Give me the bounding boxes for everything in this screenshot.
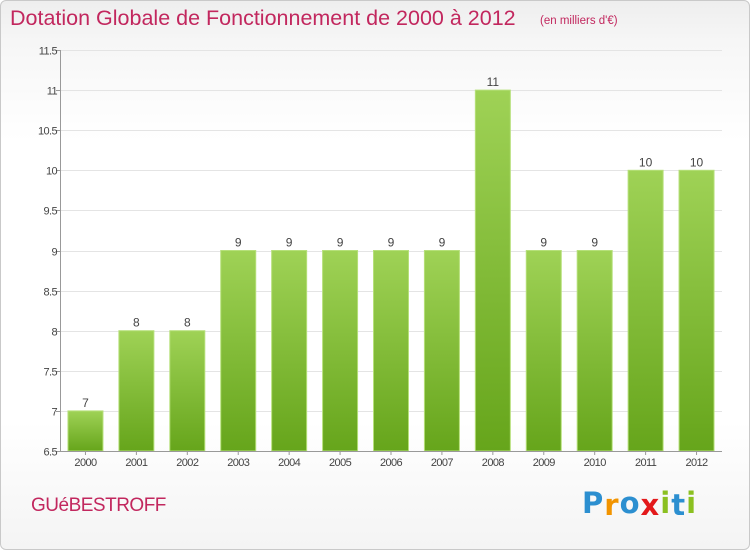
y-tick-label: 11	[47, 86, 58, 98]
y-tick-label: 10	[46, 166, 58, 178]
x-tick-label-2008: 2008	[482, 457, 505, 469]
y-tick-label: 10.5	[38, 126, 57, 138]
x-tick-label-2012: 2012	[685, 457, 708, 469]
data-label-2000: 7	[82, 396, 89, 410]
x-tick-label-2001: 2001	[125, 457, 148, 469]
x-tick-label-2002: 2002	[176, 457, 199, 469]
x-tick-label-2009: 2009	[533, 457, 556, 469]
bar-2009	[525, 250, 562, 452]
x-tick-label-2004: 2004	[278, 457, 301, 469]
x-tick-label-2003: 2003	[227, 457, 250, 469]
chart-subtitle: (en milliers d'€)	[540, 15, 618, 27]
chart-title: Dotation Globale de Fonctionnement de 20…	[10, 6, 516, 30]
bar-2004	[271, 250, 308, 452]
bar-2005	[322, 250, 359, 452]
x-tick-label-2010: 2010	[584, 457, 607, 469]
y-tick-label: 6.5	[44, 447, 58, 459]
bar-2011	[627, 169, 664, 452]
logo-letter: P	[582, 486, 605, 520]
logo-letter: t	[671, 488, 687, 522]
bar-2012	[678, 169, 715, 452]
x-tick-label-2006: 2006	[380, 457, 403, 469]
data-label-2005: 9	[337, 236, 344, 250]
bar-2010	[576, 250, 613, 452]
y-tick-label: 11.5	[39, 46, 58, 58]
data-label-2004: 9	[286, 236, 293, 250]
bar-2006	[373, 250, 409, 452]
x-tick-label-2007: 2007	[431, 457, 454, 469]
data-label-2010: 9	[591, 236, 598, 250]
logo-letter: i	[660, 486, 672, 520]
bar-2002	[169, 330, 206, 452]
data-label-2007: 9	[439, 236, 446, 250]
y-tick-label: 8	[51, 327, 57, 339]
axes	[56, 50, 722, 455]
proxiti-logo[interactable]: Proxiti	[582, 486, 698, 522]
x-tick-label-2000: 2000	[74, 457, 97, 469]
y-tick-label: 9	[51, 247, 57, 259]
bar-2007	[423, 250, 460, 452]
logo-letter: r	[604, 488, 620, 522]
y-tick-label: 7	[51, 407, 57, 419]
data-label-2002: 8	[184, 316, 191, 330]
bar-2001	[118, 330, 155, 452]
x-tick-label-2005: 2005	[329, 457, 352, 469]
bar-2008	[474, 89, 511, 452]
x-tick-label-2011: 2011	[635, 457, 657, 469]
place-name: GUéBESTROFF	[31, 495, 166, 516]
labels: 6.5 7 7.5 8 8.5 9 9.5 10 10.5 11 11.5 7 2000 8 2001 8 20…	[38, 46, 709, 470]
y-tick-label: 7.5	[44, 367, 58, 379]
logo-letter: o	[619, 486, 641, 520]
data-label-2008: 11	[487, 75, 500, 89]
bar-2000	[67, 410, 104, 452]
logo-letter: x	[640, 488, 661, 522]
data-label-2012: 10	[690, 155, 704, 169]
bar-2003	[220, 250, 257, 452]
data-label-2006: 9	[388, 236, 395, 250]
bars	[67, 89, 715, 452]
y-tick-label: 8.5	[44, 287, 58, 299]
logo-letter: i	[686, 486, 698, 520]
y-tick-label: 9.5	[44, 206, 58, 218]
data-label-2003: 9	[235, 236, 242, 250]
data-label-2011: 10	[639, 155, 653, 169]
data-label-2001: 8	[133, 316, 140, 330]
data-label-2009: 9	[540, 236, 547, 250]
